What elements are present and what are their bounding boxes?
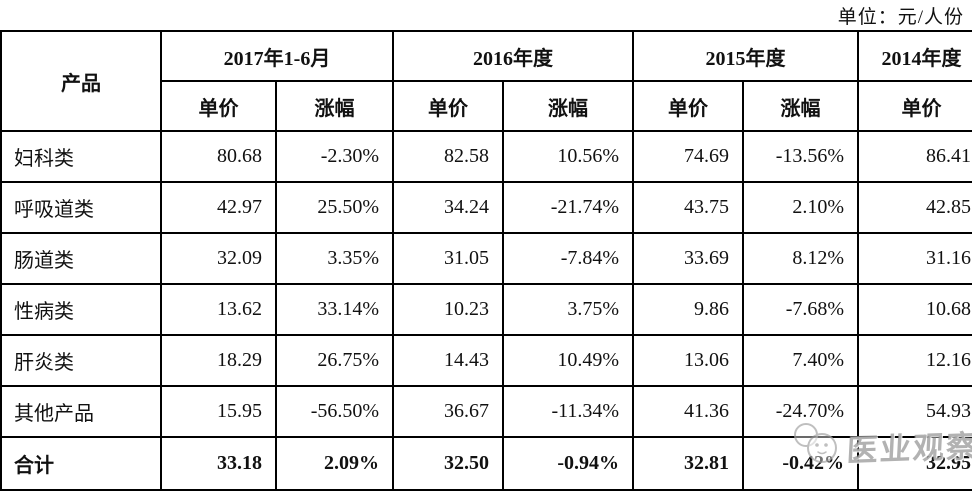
product-name: 妇科类 (0, 130, 162, 183)
cell-value: 18.29 (160, 334, 277, 387)
cell-value: 33.14% (274, 283, 395, 336)
cell-value: 86.41 (857, 130, 972, 183)
unit-label: 单位：元/人份 (837, 7, 964, 28)
cell-value: 26.75% (274, 334, 395, 387)
column-header-price-2014: 单价 (857, 80, 972, 132)
table-row: 性病类 13.62 33.14% 10.23 3.75% 9.86 -7.68%… (0, 283, 972, 336)
product-name: 其他产品 (0, 385, 162, 438)
header-row-groups: 产品 2017年1-6月 2016年度 2015年度 2014年度 (0, 30, 972, 132)
cell-value: 10.49% (502, 334, 635, 387)
column-header-price-2016: 单价 (392, 80, 505, 132)
column-header-price-2015: 单价 (632, 80, 745, 132)
cell-value: 33.69 (632, 232, 745, 285)
cell-value: 10.23 (392, 283, 505, 336)
table-body: 妇科类 80.68 -2.30% 82.58 10.56% 74.69 -13.… (0, 130, 972, 491)
cell-value: 3.75% (502, 283, 635, 336)
cell-value: 32.09 (160, 232, 277, 285)
column-header-change-2015: 涨幅 (742, 80, 860, 132)
product-price-table: 产品 2017年1-6月 2016年度 2015年度 2014年度 单价 涨幅 … (0, 30, 972, 491)
cell-value: 15.95 (160, 385, 277, 438)
column-group-2014: 2014年度 (857, 30, 972, 82)
cell-value: 14.43 (392, 334, 505, 387)
cell-value: 41.36 (632, 385, 745, 438)
cell-value: 2.09% (274, 436, 395, 491)
product-name: 性病类 (0, 283, 162, 336)
cell-value: -13.56% (742, 130, 860, 183)
cell-value: 43.75 (632, 181, 745, 234)
cell-value: 31.05 (392, 232, 505, 285)
product-name: 呼吸道类 (0, 181, 162, 234)
column-header-product: 产品 (0, 30, 162, 132)
cell-value: 32.95 (857, 436, 972, 491)
cell-value: 9.86 (632, 283, 745, 336)
cell-value: 33.18 (160, 436, 277, 491)
cell-value: 10.68 (857, 283, 972, 336)
cell-value: 32.81 (632, 436, 745, 491)
cell-value: 12.16 (857, 334, 972, 387)
cell-value: 3.35% (274, 232, 395, 285)
cell-value: 13.62 (160, 283, 277, 336)
cell-value: -0.42% (742, 436, 860, 491)
cell-value: 80.68 (160, 130, 277, 183)
column-header-change-2016: 涨幅 (502, 80, 635, 132)
table-row: 其他产品 15.95 -56.50% 36.67 -11.34% 41.36 -… (0, 385, 972, 438)
cell-value: -2.30% (274, 130, 395, 183)
cell-value: -21.74% (502, 181, 635, 234)
cell-value: 36.67 (392, 385, 505, 438)
cell-value: 13.06 (632, 334, 745, 387)
column-header-price-2017: 单价 (160, 80, 277, 132)
product-name: 肠道类 (0, 232, 162, 285)
cell-value: 42.97 (160, 181, 277, 234)
table-row-total: 合计 33.18 2.09% 32.50 -0.94% 32.81 -0.42%… (0, 436, 972, 491)
cell-value: -11.34% (502, 385, 635, 438)
column-group-2015: 2015年度 (632, 30, 860, 82)
cell-value: -7.68% (742, 283, 860, 336)
cell-value: -0.94% (502, 436, 635, 491)
cell-value: -24.70% (742, 385, 860, 438)
table-row: 肝炎类 18.29 26.75% 14.43 10.49% 13.06 7.40… (0, 334, 972, 387)
cell-value: 10.56% (502, 130, 635, 183)
column-group-2016: 2016年度 (392, 30, 635, 82)
cell-value: 54.93 (857, 385, 972, 438)
cell-value: 7.40% (742, 334, 860, 387)
cell-value: 2.10% (742, 181, 860, 234)
cell-value: 74.69 (632, 130, 745, 183)
cell-value: 34.24 (392, 181, 505, 234)
cell-value: 82.58 (392, 130, 505, 183)
header-row-sub: 单价 涨幅 单价 涨幅 单价 涨幅 单价 (1, 80, 972, 132)
cell-value: 32.50 (392, 436, 505, 491)
cell-value: -56.50% (274, 385, 395, 438)
product-name: 合计 (0, 436, 162, 491)
cell-value: 42.85 (857, 181, 972, 234)
column-header-change-2017: 涨幅 (274, 80, 395, 132)
cell-value: -7.84% (502, 232, 635, 285)
table-header: 产品 2017年1-6月 2016年度 2015年度 2014年度 单价 涨幅 … (0, 30, 972, 132)
table-row: 妇科类 80.68 -2.30% 82.58 10.56% 74.69 -13.… (0, 130, 972, 183)
table-row: 呼吸道类 42.97 25.50% 34.24 -21.74% 43.75 2.… (0, 181, 972, 234)
cell-value: 8.12% (742, 232, 860, 285)
product-name: 肝炎类 (0, 334, 162, 387)
column-group-2017: 2017年1-6月 (159, 30, 395, 82)
table-row: 肠道类 32.09 3.35% 31.05 -7.84% 33.69 8.12%… (0, 232, 972, 285)
cell-value: 25.50% (274, 181, 395, 234)
cell-value: 31.16 (857, 232, 972, 285)
